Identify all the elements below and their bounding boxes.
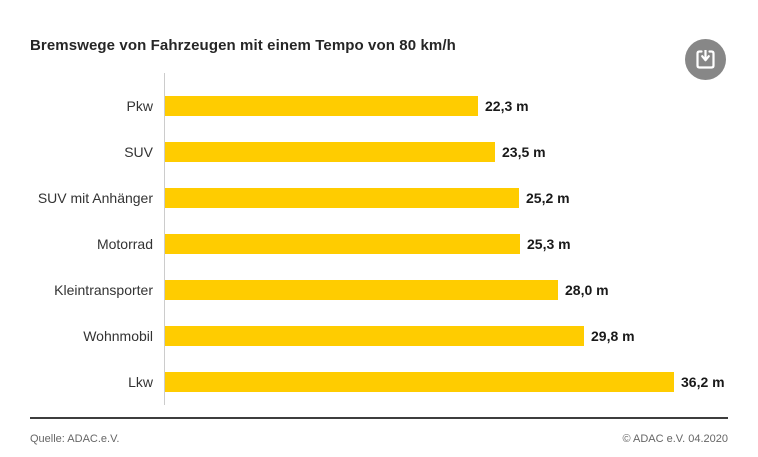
value-label: 25,2 m <box>526 190 570 206</box>
footer-divider <box>30 417 728 419</box>
value-label: 25,3 m <box>527 236 571 252</box>
chart-row: Motorrad 25,3 m <box>30 221 748 267</box>
value-label: 36,2 m <box>681 374 725 390</box>
chart-title: Bremswege von Fahrzeugen mit einem Tempo… <box>30 37 456 54</box>
footer: Quelle: ADAC.e.V. © ADAC e.V. 04.2020 <box>30 433 728 445</box>
value-label: 28,0 m <box>565 282 609 298</box>
download-icon <box>696 50 715 69</box>
bar-chart: Pkw 22,3 m SUV 23,5 m SUV mit Anhänger 2… <box>30 83 748 405</box>
category-label: Kleintransporter <box>54 282 153 298</box>
bar <box>165 188 519 208</box>
bar <box>165 280 558 300</box>
bar <box>165 142 495 162</box>
chart-row: Lkw 36,2 m <box>30 359 748 405</box>
category-label: Pkw <box>126 98 153 114</box>
chart-row: SUV mit Anhänger 25,2 m <box>30 175 748 221</box>
y-axis-line <box>164 73 165 405</box>
download-button[interactable] <box>685 39 726 80</box>
source-text: Quelle: ADAC.e.V. <box>30 433 120 445</box>
chart-row: Pkw 22,3 m <box>30 83 748 129</box>
chart-row: Kleintransporter 28,0 m <box>30 267 748 313</box>
bar <box>165 326 584 346</box>
bar <box>165 96 478 116</box>
value-label: 22,3 m <box>485 98 529 114</box>
category-label: SUV <box>124 144 153 160</box>
category-label: Lkw <box>128 374 153 390</box>
category-label: SUV mit Anhänger <box>37 190 153 206</box>
category-label: Wohnmobil <box>83 328 153 344</box>
value-label: 29,8 m <box>591 328 635 344</box>
chart-row: Wohnmobil 29,8 m <box>30 313 748 359</box>
value-label: 23,5 m <box>502 144 546 160</box>
copyright-text: © ADAC e.V. 04.2020 <box>622 433 728 445</box>
category-label: Motorrad <box>96 236 153 252</box>
bar <box>165 234 520 254</box>
bar <box>165 372 674 392</box>
chart-row: SUV 23,5 m <box>30 129 748 175</box>
